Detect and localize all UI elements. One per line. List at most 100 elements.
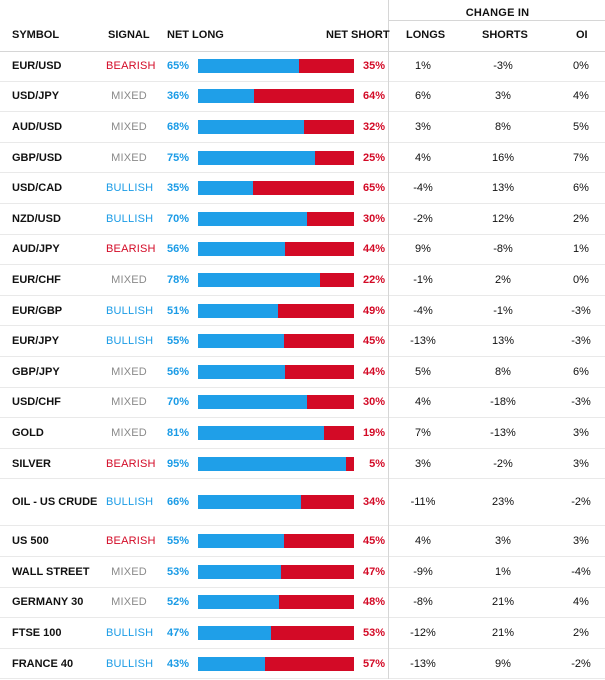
sentiment-bar [198, 364, 354, 379]
symbol-cell[interactable]: EUR/CHF [12, 273, 61, 286]
net-long-value: 52% [167, 596, 190, 609]
signal-cell: MIXED [111, 120, 147, 133]
table-row[interactable]: NZD/USD BULLISH 70% 30% -2% 12% 2% [0, 204, 605, 235]
shorts-change: 1% [495, 565, 511, 578]
table-row[interactable]: USD/CAD BULLISH 35% 65% -4% 13% 6% [0, 173, 605, 204]
table-row[interactable]: FRANCE 40 BULLISH 43% 57% -13% 9% -2% [0, 649, 605, 680]
symbol-cell[interactable]: GBP/USD [12, 151, 63, 164]
symbol-cell[interactable]: USD/JPY [12, 90, 60, 103]
shorts-change: 12% [491, 212, 515, 225]
oi-change: 6% [573, 365, 589, 378]
shorts-change: -3% [493, 59, 513, 72]
header-longs[interactable]: LONGS [406, 29, 446, 41]
symbol-cell[interactable]: AUD/USD [12, 120, 63, 133]
symbol-cell[interactable]: GOLD [12, 426, 44, 439]
header-net-long[interactable]: NET LONG [167, 29, 224, 41]
symbol-cell[interactable]: EUR/GBP [12, 304, 63, 317]
net-short-bar [254, 89, 354, 104]
symbol-cell[interactable]: GBP/JPY [12, 365, 60, 378]
change-in-label: CHANGE IN [465, 7, 530, 19]
longs-change: -12% [410, 626, 436, 639]
net-short-value: 30% [362, 396, 385, 409]
net-long-value: 55% [167, 335, 190, 348]
table-row[interactable]: EUR/JPY BULLISH 55% 45% -13% 13% -3% [0, 326, 605, 357]
header-oi[interactable]: OI [576, 29, 588, 41]
symbol-cell[interactable]: USD/CHF [12, 396, 61, 409]
net-short-value: 45% [362, 535, 385, 548]
shorts-change: 2% [495, 273, 511, 286]
oi-change: 0% [573, 273, 589, 286]
sentiment-bar [198, 425, 354, 440]
net-long-bar [198, 242, 286, 257]
net-short-bar [285, 242, 354, 257]
longs-change: -11% [410, 496, 436, 509]
net-long-bar [198, 119, 305, 134]
net-long-value: 43% [167, 657, 190, 670]
table-row[interactable]: AUD/USD MIXED 68% 32% 3% 8% 5% [0, 112, 605, 143]
symbol-cell[interactable]: FTSE 100 [12, 626, 62, 639]
oi-change: 5% [573, 120, 589, 133]
sentiment-bar [198, 625, 354, 640]
table-row[interactable]: OIL - US CRUDE BULLISH 66% 34% -11% 23% -2% [0, 479, 605, 527]
shorts-change: 9% [495, 657, 511, 670]
table-row[interactable]: GOLD MIXED 81% 19% 7% -13% 3% [0, 418, 605, 449]
header-net-short[interactable]: NET SHORT [326, 29, 390, 41]
shorts-change: 21% [491, 596, 515, 609]
oi-change: 0% [573, 59, 589, 72]
table-row[interactable]: SILVER BEARISH 95% 5% 3% -2% 3% [0, 449, 605, 480]
signal-cell: BEARISH [106, 457, 156, 470]
symbol-cell[interactable]: EUR/USD [12, 59, 62, 72]
change-in-separator [388, 51, 389, 680]
header-shorts[interactable]: SHORTS [482, 29, 528, 41]
table-row[interactable]: AUD/JPY BEARISH 56% 44% 9% -8% 1% [0, 235, 605, 266]
header-signal[interactable]: SIGNAL [108, 29, 150, 41]
sentiment-bar [198, 334, 354, 349]
oi-change: 6% [573, 182, 589, 195]
net-short-bar [285, 364, 354, 379]
net-short-bar [280, 564, 354, 579]
oi-change: -4% [571, 565, 591, 578]
change-in-group-header: CHANGE IN [388, 0, 605, 20]
signal-cell: BEARISH [106, 535, 156, 548]
net-long-bar [198, 272, 320, 287]
table-row[interactable]: GBP/JPY MIXED 56% 44% 5% 8% 6% [0, 357, 605, 388]
table-row[interactable]: GERMANY 30 MIXED 52% 48% -8% 21% 4% [0, 588, 605, 619]
net-short-bar [300, 495, 354, 510]
longs-change: 9% [415, 243, 431, 256]
symbol-cell[interactable]: GERMANY 30 [12, 596, 84, 609]
table-row[interactable]: EUR/CHF MIXED 78% 22% -1% 2% 0% [0, 265, 605, 296]
net-long-value: 35% [167, 182, 190, 195]
net-long-bar [198, 364, 286, 379]
net-long-value: 36% [167, 90, 190, 103]
signal-cell: MIXED [111, 365, 147, 378]
symbol-cell[interactable]: EUR/JPY [12, 335, 60, 348]
table-row[interactable]: WALL STREET MIXED 53% 47% -9% 1% -4% [0, 557, 605, 588]
net-short-bar [252, 181, 354, 196]
longs-change: 3% [415, 457, 431, 470]
table-row[interactable]: FTSE 100 BULLISH 47% 53% -12% 21% 2% [0, 618, 605, 649]
longs-change: 6% [415, 90, 431, 103]
symbol-cell[interactable]: AUD/JPY [12, 243, 60, 256]
symbol-cell[interactable]: US 500 [12, 535, 49, 548]
signal-cell: BULLISH [106, 496, 154, 509]
net-long-bar [198, 656, 266, 671]
table-row[interactable]: GBP/USD MIXED 75% 25% 4% 16% 7% [0, 143, 605, 174]
oi-change: 1% [573, 243, 589, 256]
oi-change: -3% [571, 304, 591, 317]
symbol-cell[interactable]: WALL STREET [12, 565, 90, 578]
symbol-cell[interactable]: SILVER [12, 457, 51, 470]
signal-cell: MIXED [111, 396, 147, 409]
table-row[interactable]: USD/JPY MIXED 36% 64% 6% 3% 4% [0, 82, 605, 113]
net-long-bar [198, 625, 272, 640]
symbol-cell[interactable]: USD/CAD [12, 182, 63, 195]
symbol-cell[interactable]: NZD/USD [12, 212, 61, 225]
table-row[interactable]: USD/CHF MIXED 70% 30% 4% -18% -3% [0, 388, 605, 419]
table-row[interactable]: US 500 BEARISH 55% 45% 4% 3% 3% [0, 526, 605, 557]
net-long-bar [198, 334, 284, 349]
table-row[interactable]: EUR/USD BEARISH 65% 35% 1% -3% 0% [0, 51, 605, 82]
net-short-value: 49% [362, 304, 385, 317]
symbol-cell[interactable]: FRANCE 40 [12, 657, 74, 670]
header-symbol[interactable]: SYMBOL [12, 29, 60, 41]
symbol-cell[interactable]: OIL - US CRUDE [12, 496, 98, 509]
table-row[interactable]: EUR/GBP BULLISH 51% 49% -4% -1% -3% [0, 296, 605, 327]
